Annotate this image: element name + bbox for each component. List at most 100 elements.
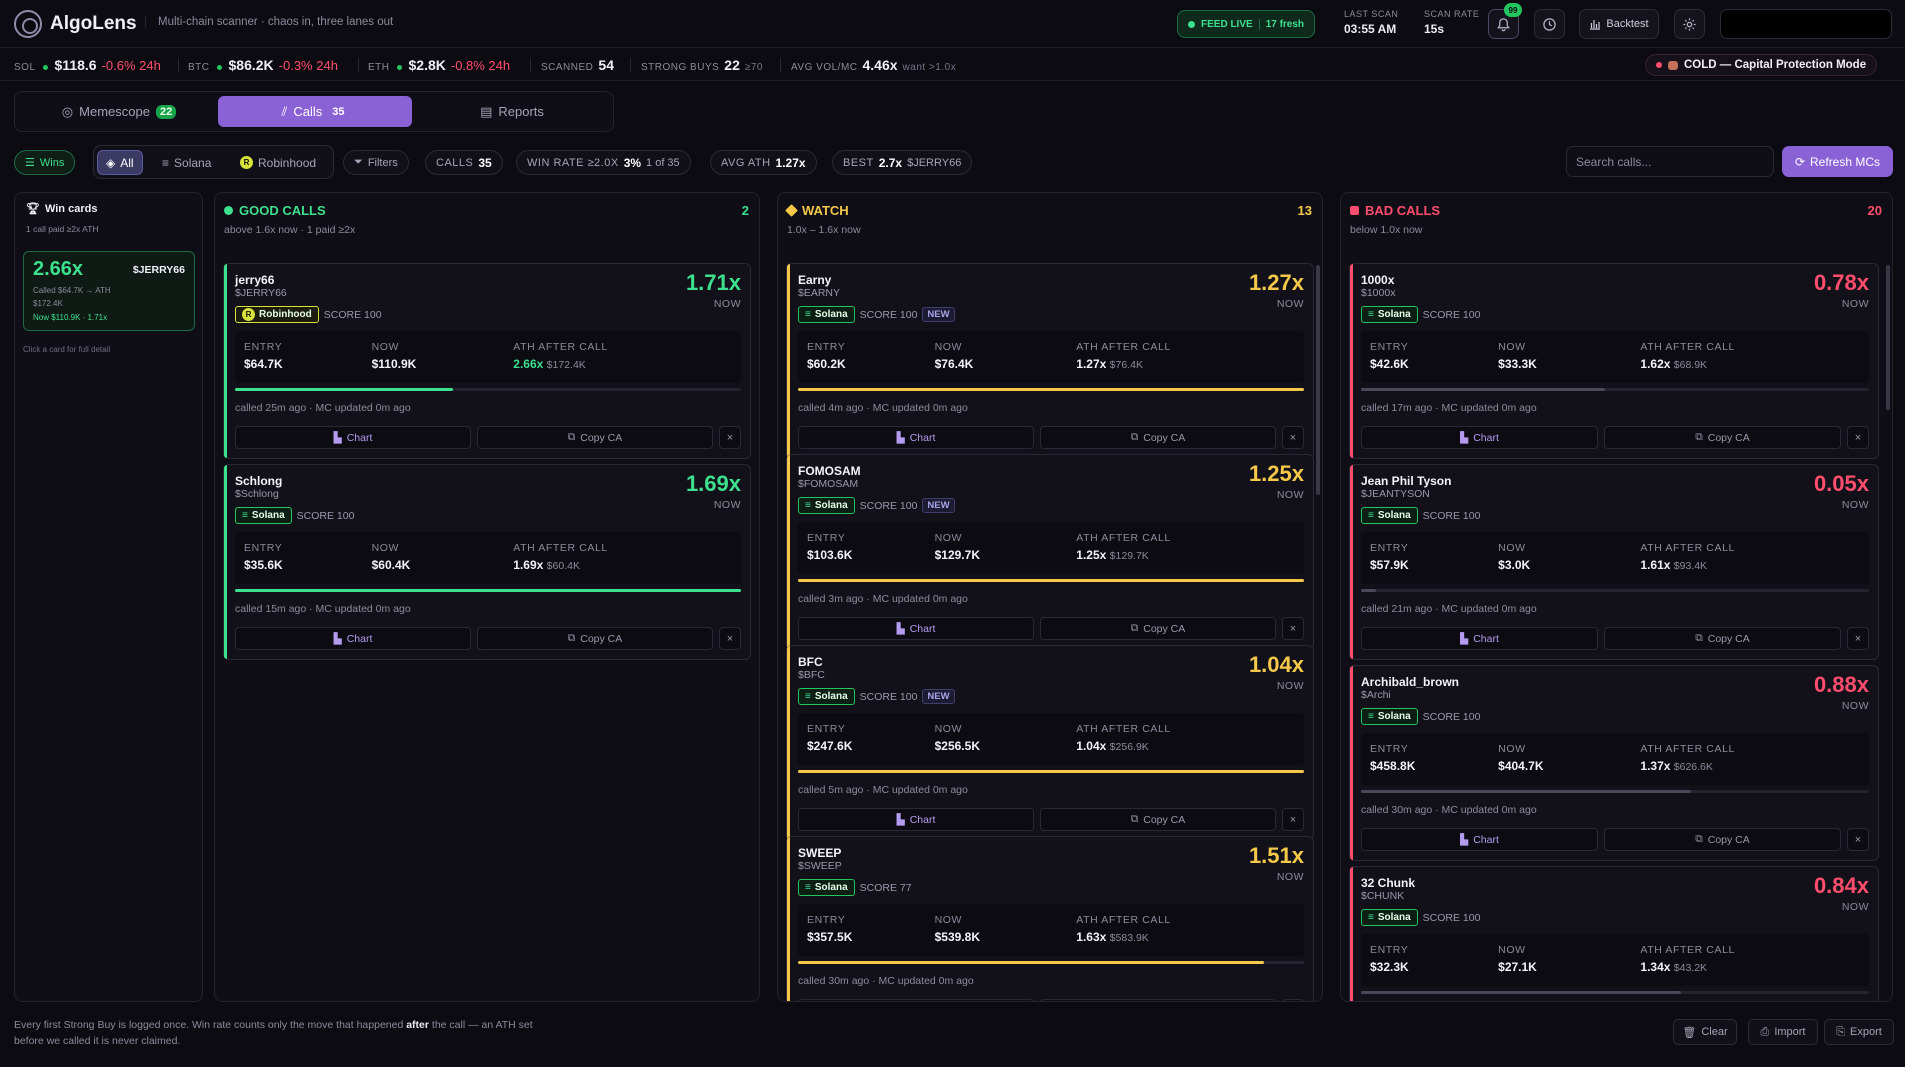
chain-badge: ≡ Solana <box>1361 306 1418 323</box>
scrollbar[interactable] <box>1316 265 1320 495</box>
call-meta: called 30m ago · MC updated 0m ago <box>1361 804 1537 816</box>
call-card[interactable]: Jean Phil Tyson $JEANTYSON 0.05x NOW ≡ Solana… <box>1349 464 1879 660</box>
wallet-connect-area[interactable] <box>1720 9 1892 39</box>
current-multiple: 1.04x <box>1248 652 1304 677</box>
copy-ca-button[interactable]: ⧉Copy CA <box>1040 999 1276 1001</box>
token-ticker: $FOMOSAM <box>798 478 859 490</box>
dismiss-button[interactable]: × <box>1847 627 1869 650</box>
search-calls-input[interactable] <box>1566 146 1774 177</box>
clear-button[interactable]: 🗑︎ Clear <box>1673 1019 1737 1045</box>
market-mode-badge[interactable]: COLD — Capital Protection Mode <box>1645 54 1878 76</box>
filters-button[interactable]: ⏷ Filters <box>343 150 409 175</box>
best-ticker: $JERRY66 <box>907 156 962 169</box>
copy-ca-button[interactable]: ⧉Copy CA <box>1604 627 1841 650</box>
ath-label: ATH AFTER CALL <box>513 542 608 554</box>
progress-fill <box>798 961 1264 964</box>
now-label: NOW <box>1841 298 1869 310</box>
chain-filter: ◈ All ≡ Solana R Robinhood <box>93 145 334 179</box>
copy-ca-button[interactable]: ⧉Copy CA <box>477 426 713 449</box>
new-badge: NEW <box>922 498 955 513</box>
filter-robinhood[interactable]: R Robinhood <box>232 150 324 175</box>
now-label: NOW <box>1841 901 1869 913</box>
token-tags: ≡ Solana SCORE 100 NEW <box>798 306 955 323</box>
solana-icon: ≡ <box>1368 309 1374 320</box>
export-button[interactable]: ⎘ Export <box>1824 1019 1894 1045</box>
ath-column: ATH AFTER CALL 1.63x $583.9K <box>1076 914 1171 944</box>
win-card[interactable]: 2.66x $JERRY66 Called $64.7K → ATH $172.… <box>23 251 195 331</box>
tab-calls[interactable]: ⫽ Calls 35 <box>218 96 412 127</box>
ath-multiple: 1.27x <box>1076 357 1107 371</box>
dismiss-button[interactable]: × <box>1282 426 1304 449</box>
ath-value: 1.04x $256.9K <box>1076 739 1171 753</box>
chart-button[interactable]: ▙Chart <box>798 999 1034 1001</box>
call-card[interactable]: Earny $EARNY 1.27x NOW ≡ Solana SCORE 100 NEW EN… <box>786 263 1314 459</box>
call-card[interactable]: SWEEP $SWEEP 1.51x NOW ≡ Solana SCORE 77 ENTRY $… <box>786 836 1314 1001</box>
wins-toggle[interactable]: ☰ Wins <box>14 150 76 175</box>
lane-subtitle: below 1.0x now <box>1350 224 1423 236</box>
filter-solana[interactable]: ≡ Solana <box>154 150 219 175</box>
chain-label: Solana <box>814 500 848 511</box>
dismiss-button[interactable]: × <box>1847 828 1869 851</box>
lane-subtitle: 1.0x – 1.6x now <box>787 224 861 236</box>
chain-label: Solana <box>814 882 848 893</box>
dismiss-button[interactable]: × <box>1282 808 1304 831</box>
copy-ca-button[interactable]: ⧉Copy CA <box>1604 426 1841 449</box>
chart-button[interactable]: ▙Chart <box>1361 426 1598 449</box>
app-logo[interactable]: AlgoLens <box>14 10 137 38</box>
copy-ca-button[interactable]: ⧉Copy CA <box>477 627 713 650</box>
footer-note: Every first Strong Buy is logged once. W… <box>14 1017 534 1049</box>
lane-header: GOOD CALLS <box>224 203 326 218</box>
scrollbar[interactable] <box>1886 265 1890 410</box>
now-label: NOW <box>1841 700 1869 712</box>
call-card[interactable]: jerry66 $JERRY66 1.71x NOW R Robinhood SCORE 1… <box>223 263 751 459</box>
calls-stat-value: 35 <box>478 155 492 170</box>
now-label: NOW <box>371 341 400 353</box>
copy-ca-button[interactable]: ⧉Copy CA <box>1040 426 1276 449</box>
progress-fill <box>235 589 741 592</box>
lane-bad-calls: BAD CALLS below 1.0x now 20 1000x $1000x 0.78… <box>1340 192 1893 1002</box>
ath-mc: $172.4K <box>546 359 586 371</box>
dismiss-button[interactable]: × <box>719 627 741 650</box>
settings-button[interactable] <box>1674 9 1705 39</box>
ath-column: ATH AFTER CALL 1.37x $626.6K <box>1640 743 1735 773</box>
call-card[interactable]: Archibald_brown $Archi 0.88x NOW ≡ Solana SCOR… <box>1349 665 1879 861</box>
ath-value: 1.37x $626.6K <box>1640 759 1735 773</box>
dismiss-button[interactable]: × <box>719 426 741 449</box>
filter-all[interactable]: ◈ All <box>97 150 143 175</box>
token-name: FOMOSAM <box>798 464 861 478</box>
ath-value: 1.34x $43.2K <box>1640 960 1735 974</box>
copy-ca-button[interactable]: ⧉Copy CA <box>1040 617 1276 640</box>
chart-button[interactable]: ▙Chart <box>798 426 1034 449</box>
backtest-button[interactable]: Backtest <box>1579 9 1659 39</box>
call-card[interactable]: 32 Chunk $CHUNK 0.84x NOW ≡ Solana SCORE 100 EN… <box>1349 866 1879 1001</box>
call-card[interactable]: BFC $BFC 1.04x NOW ≡ Solana SCORE 100 NEW ENTRY $… <box>786 645 1314 841</box>
token-name: SWEEP <box>798 846 842 860</box>
call-card[interactable]: FOMOSAM $FOMOSAM 1.25x NOW ≡ Solana SCORE 100 N… <box>786 454 1314 650</box>
dismiss-button[interactable]: × <box>1282 617 1304 640</box>
now-label: NOW <box>934 914 963 926</box>
history-button[interactable] <box>1534 9 1565 39</box>
dismiss-button[interactable]: × <box>1282 999 1304 1001</box>
copy-ca-button[interactable]: ⧉Copy CA <box>1604 828 1841 851</box>
chart-button[interactable]: ▙Chart <box>798 808 1034 831</box>
wins-label: Wins <box>39 156 65 169</box>
call-card[interactable]: Schlong $Schlong 1.69x NOW ≡ Solana SCORE 100 E… <box>223 464 751 660</box>
import-button[interactable]: ⎙ Import <box>1748 1019 1818 1045</box>
token-ticker: $BFC <box>798 669 825 681</box>
feed-status-badge[interactable]: FEED LIVE 17 fresh <box>1177 10 1316 38</box>
tab-memescope[interactable]: ◎ Memescope 22 <box>19 96 219 127</box>
tab-reports[interactable]: ▤ Reports <box>415 96 609 127</box>
chart-button[interactable]: ▙Chart <box>798 617 1034 640</box>
chain-badge: ≡ Solana <box>798 688 855 705</box>
btc-price: $86.2K <box>228 57 274 73</box>
chart-button[interactable]: ▙Chart <box>1361 627 1598 650</box>
call-card[interactable]: 1000x $1000x 0.78x NOW ≡ Solana SCORE 100 ENTRY… <box>1349 263 1879 459</box>
chart-button[interactable]: ▙Chart <box>235 426 471 449</box>
refresh-mcs-button[interactable]: ⟳ Refresh MCs <box>1782 146 1893 177</box>
chart-button[interactable]: ▙Chart <box>1361 828 1598 851</box>
copy-ca-button[interactable]: ⧉Copy CA <box>1040 808 1276 831</box>
ticker-divider <box>530 58 531 72</box>
dismiss-button[interactable]: × <box>1847 426 1869 449</box>
token-tags: ≡ Solana SCORE 100 <box>235 507 354 524</box>
chart-button[interactable]: ▙Chart <box>235 627 471 650</box>
